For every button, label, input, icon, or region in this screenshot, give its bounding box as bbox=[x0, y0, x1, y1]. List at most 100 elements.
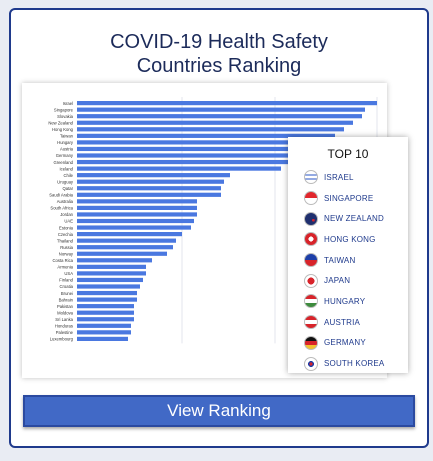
chart-bar bbox=[77, 159, 308, 165]
category-label: Taiwan bbox=[60, 134, 74, 139]
chart-bar bbox=[77, 212, 197, 217]
top10-label: SOUTH KOREA bbox=[324, 359, 385, 369]
chart-bar bbox=[77, 192, 221, 197]
category-label: Norway bbox=[59, 251, 74, 256]
chart-bar bbox=[77, 179, 224, 184]
chart-bar bbox=[77, 101, 377, 106]
chart-bar bbox=[77, 166, 281, 171]
chart-bar bbox=[77, 232, 182, 237]
chart-bar bbox=[77, 317, 134, 322]
chart-bar bbox=[77, 284, 140, 289]
top10-label: ISRAEL bbox=[324, 172, 354, 182]
chart-bar bbox=[77, 120, 353, 125]
top10-label: SINGAPORE bbox=[324, 193, 374, 203]
top10-list: ISRAEL SINGAPORE NEW ZEALAND HONG KONG T… bbox=[288, 167, 408, 374]
japan-flag-icon bbox=[304, 273, 318, 288]
top10-item: JAPAN bbox=[288, 270, 408, 291]
category-label: Czechia bbox=[58, 232, 74, 237]
category-label: Uruguay bbox=[57, 179, 74, 184]
singapore-flag-icon bbox=[304, 191, 318, 206]
chart-bar bbox=[77, 133, 335, 138]
new-zealand-flag-icon bbox=[304, 211, 318, 226]
category-label: Thailand bbox=[57, 238, 74, 243]
taiwan-flag-icon bbox=[304, 253, 318, 268]
hong-kong-flag-icon bbox=[304, 232, 318, 247]
category-label: UAE bbox=[64, 219, 73, 224]
category-label: Costa Rica bbox=[53, 258, 74, 263]
category-label: Finland bbox=[59, 278, 73, 283]
category-label: Hungary bbox=[57, 140, 74, 145]
category-label: Austria bbox=[60, 147, 74, 152]
chart-bar bbox=[77, 205, 197, 210]
category-label: Slovakia bbox=[57, 114, 73, 119]
category-label: Pakistan bbox=[57, 304, 74, 309]
top10-label: JAPAN bbox=[324, 276, 351, 286]
top10-item: NEW ZEALAND bbox=[288, 208, 408, 229]
category-label: Brunei bbox=[61, 291, 73, 296]
chart-bar bbox=[77, 245, 173, 250]
top10-item: TAIWAN bbox=[288, 250, 408, 271]
germany-flag-icon bbox=[304, 335, 318, 350]
category-label: Sri Lanka bbox=[55, 317, 73, 322]
top10-item: SINGAPORE bbox=[288, 188, 408, 209]
chart-bar bbox=[77, 304, 134, 309]
category-label: Israel bbox=[63, 101, 73, 106]
category-label: Greenland bbox=[53, 160, 73, 165]
chart-bar bbox=[77, 258, 152, 263]
category-label: Croatia bbox=[60, 284, 74, 289]
chart-bar bbox=[77, 264, 146, 269]
top10-label: NEW ZEALAND bbox=[324, 214, 384, 224]
chart-bar bbox=[77, 336, 128, 341]
chart-bar bbox=[77, 186, 221, 191]
category-label: Estonia bbox=[59, 225, 74, 230]
chart-bar bbox=[77, 127, 344, 132]
top10-label: GERMANY bbox=[324, 338, 366, 348]
top10-label: TAIWAN bbox=[324, 255, 356, 265]
category-label: Honduras bbox=[55, 324, 73, 329]
page-title: COVID-19 Health Safety Countries Ranking bbox=[11, 30, 427, 78]
chart-bar bbox=[77, 290, 137, 296]
top10-item: SOUTH KOREA bbox=[288, 353, 408, 374]
chart-bar bbox=[77, 140, 326, 145]
chart-bar bbox=[77, 218, 194, 224]
view-ranking-button[interactable]: View Ranking bbox=[23, 395, 415, 427]
title-line-2: Countries Ranking bbox=[136, 55, 302, 77]
chart-bar bbox=[77, 271, 146, 276]
top10-item: GERMANY bbox=[288, 333, 408, 354]
chart-bar bbox=[77, 323, 131, 328]
chart-bar bbox=[77, 310, 134, 315]
chart-bar bbox=[77, 251, 167, 256]
top10-title: TOP 10 bbox=[327, 147, 369, 161]
top10-item: HONG KONG bbox=[288, 229, 408, 250]
chart-bar bbox=[77, 277, 143, 283]
top10-label: AUSTRIA bbox=[324, 317, 361, 327]
chart-bar bbox=[77, 146, 317, 152]
category-label: New Zealand bbox=[48, 120, 73, 125]
category-label: Germany bbox=[56, 153, 74, 158]
chart-bar bbox=[77, 297, 137, 302]
austria-flag-icon bbox=[304, 315, 318, 330]
top10-item: ISRAEL bbox=[288, 167, 408, 188]
category-label: Saudi Arabia bbox=[49, 193, 73, 198]
category-label: Russia bbox=[60, 245, 73, 250]
category-label: Bahrain bbox=[59, 297, 74, 302]
chart-bar bbox=[77, 238, 176, 243]
category-label: USA bbox=[64, 271, 73, 276]
chart-bar bbox=[77, 114, 362, 119]
chart-bar bbox=[77, 153, 311, 158]
top10-item: AUSTRIA bbox=[288, 312, 408, 333]
category-label: Iceland bbox=[59, 166, 73, 171]
category-label: Hong Kong bbox=[52, 127, 74, 132]
title-line-1: COVID-19 Health Safety bbox=[110, 31, 328, 53]
category-label: Luxembourg bbox=[50, 337, 74, 342]
category-label: Chile bbox=[63, 173, 73, 178]
top10-item: HUNGARY bbox=[288, 291, 408, 312]
chart-bar bbox=[77, 330, 131, 335]
chart-bar bbox=[77, 225, 191, 230]
chart-bar bbox=[77, 199, 197, 204]
category-label: Armenia bbox=[57, 265, 73, 270]
category-label: Singapore bbox=[54, 107, 74, 112]
category-label: Moldova bbox=[57, 310, 73, 315]
category-label: Jordan bbox=[60, 212, 73, 217]
